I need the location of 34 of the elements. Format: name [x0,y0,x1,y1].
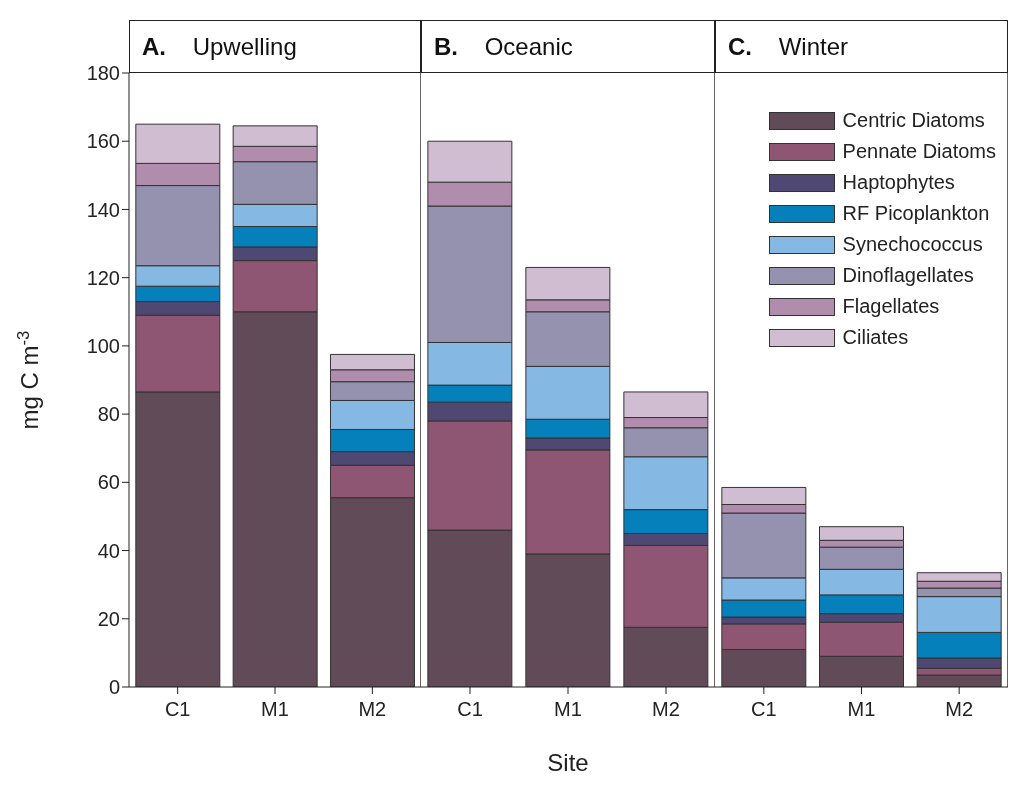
y-tick-label: 160 [86,130,120,153]
chart-title: B. Oceanic [434,32,573,61]
y-tick-label: 40 [97,539,120,562]
x-tick-label: C1 [164,698,191,721]
x-axis-title: Site [547,749,589,776]
panel-header-frame: A. Upwelling [129,20,421,73]
legend-label: Flagellates [842,295,940,318]
x-tick-label: M1 [847,698,876,721]
x-tick-label: C1 [751,698,777,721]
chart-title: C. Winter [728,32,849,61]
y-tick-label: 60 [97,471,120,494]
legend-label: Ciliates [842,326,909,349]
y-tick-label: 120 [86,266,120,289]
y-tick-label: 180 [86,62,120,85]
x-tick-label: M2 [945,698,974,721]
x-tick-label: M2 [652,698,680,721]
panel-header-frame: B. Oceanic [421,20,715,73]
panel-header-frame: C. Winter [715,20,1008,73]
legend-label: Centric Diatoms [842,109,985,132]
y-tick-label: 0 [108,676,120,699]
legend-label: Synechococcus [842,233,983,256]
y-tick-label: 80 [97,403,120,426]
x-tick-label: C1 [457,698,483,721]
y-tick-label: 100 [86,334,120,357]
x-tick-label: M1 [554,698,582,721]
legend-label: Dinoflagellates [842,264,974,287]
y-tick-label: 20 [97,607,120,630]
legend-label: Pennate Diatoms [842,140,996,163]
legend-label: RF Picoplankton [842,202,990,225]
x-tick-label: M2 [358,698,387,721]
x-tick-label: M1 [261,698,289,721]
chart-title: A. Upwelling [142,32,297,61]
y-tick-label: 140 [86,198,120,221]
legend-label: Haptophytes [842,171,955,194]
